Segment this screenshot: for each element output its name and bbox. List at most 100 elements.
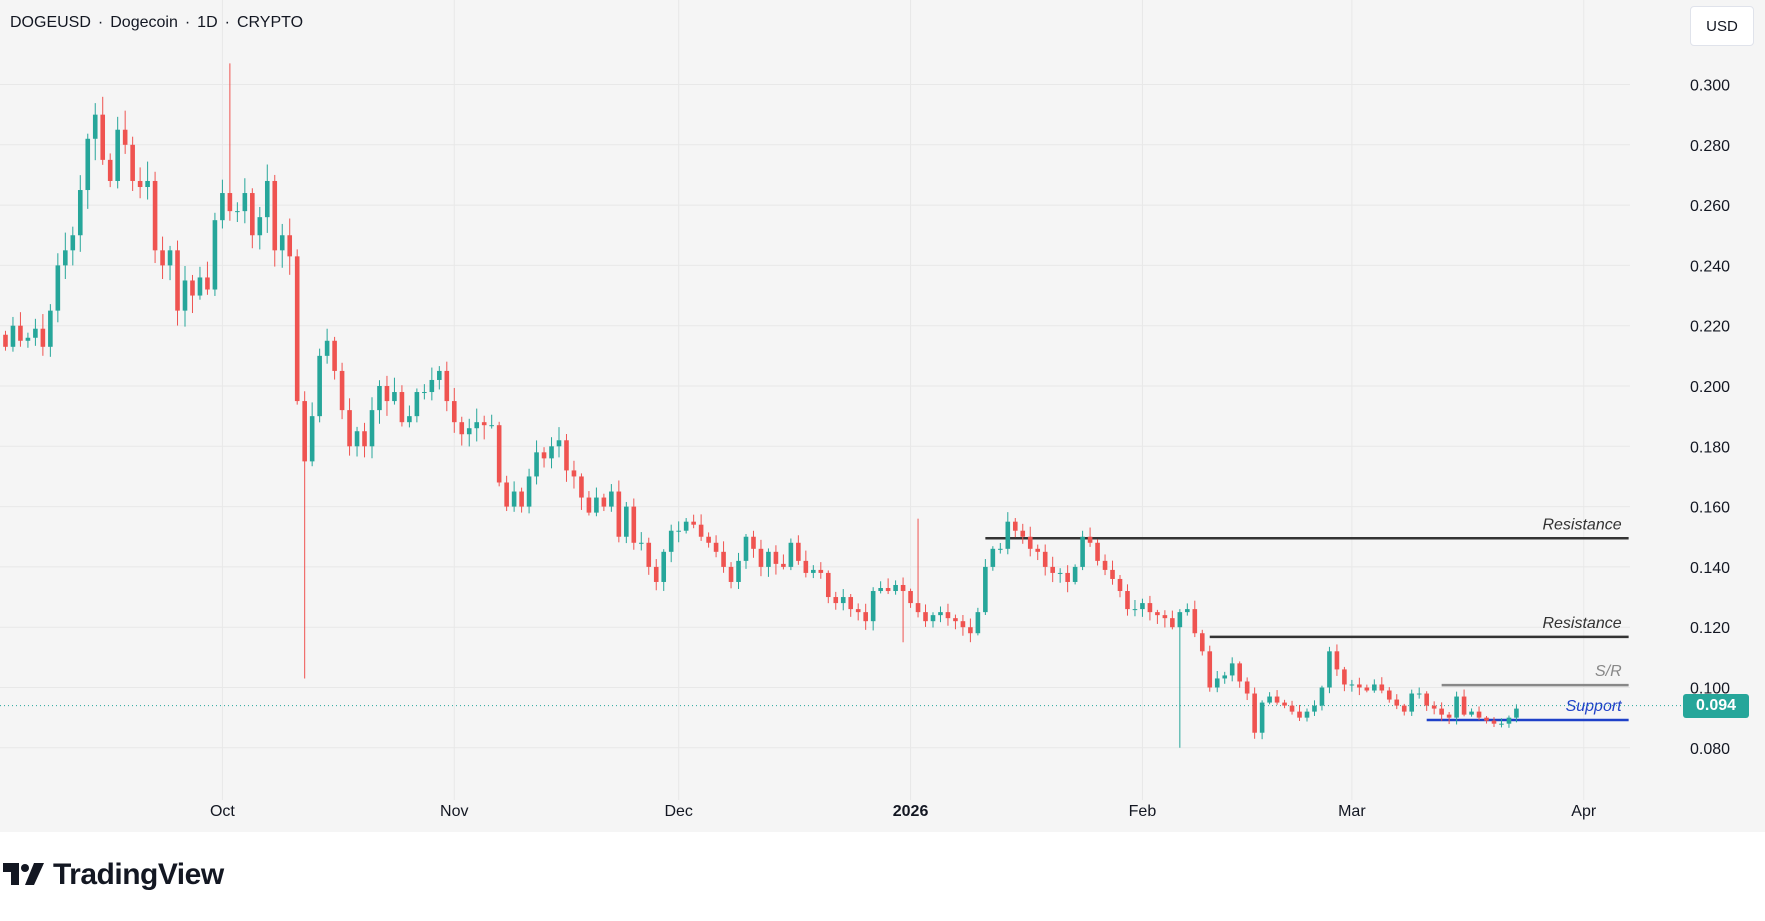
candle bbox=[145, 161, 150, 200]
candle-body bbox=[1027, 536, 1033, 549]
candle bbox=[1207, 645, 1213, 692]
candle bbox=[25, 332, 31, 348]
candle bbox=[227, 63, 233, 221]
candle bbox=[1222, 671, 1228, 684]
candle-body bbox=[1012, 521, 1018, 531]
candle bbox=[466, 418, 472, 447]
candle bbox=[1050, 556, 1055, 583]
candle bbox=[407, 405, 412, 428]
candle bbox=[272, 174, 278, 267]
x-tick-label: Nov bbox=[440, 803, 468, 820]
candle bbox=[197, 266, 203, 300]
candle-body bbox=[70, 235, 76, 251]
candle-body bbox=[10, 325, 16, 347]
tradingview-logo-icon bbox=[3, 863, 44, 885]
candle bbox=[1065, 565, 1070, 593]
candle-body bbox=[893, 584, 898, 592]
candle bbox=[1035, 544, 1041, 561]
candle bbox=[205, 261, 210, 295]
candle bbox=[1005, 512, 1011, 555]
candle bbox=[1454, 691, 1459, 725]
candle-body bbox=[235, 211, 240, 213]
candle-body bbox=[534, 452, 539, 477]
candle-body bbox=[1259, 702, 1265, 733]
candle-body bbox=[908, 591, 913, 604]
candle bbox=[683, 518, 689, 534]
candle-body bbox=[923, 612, 928, 622]
candle bbox=[354, 426, 360, 457]
candle bbox=[18, 312, 23, 347]
candle-body bbox=[1207, 651, 1213, 688]
candle-body bbox=[1386, 690, 1392, 700]
candle bbox=[968, 618, 973, 643]
candlestick-chart[interactable]: Resistance Resistance S/R Support 0.080 0.10… bbox=[0, 0, 1765, 832]
candle bbox=[1125, 584, 1130, 616]
candle bbox=[175, 240, 180, 326]
chart-area[interactable]: Resistance Resistance S/R Support 0.080 0.10… bbox=[0, 0, 1765, 832]
candle bbox=[399, 385, 405, 427]
candle-body bbox=[190, 280, 195, 296]
candle-body bbox=[227, 193, 233, 212]
candle-body bbox=[1185, 609, 1190, 613]
candle-body bbox=[145, 180, 150, 188]
separator: · bbox=[184, 14, 191, 31]
candle-body bbox=[205, 277, 210, 290]
candle bbox=[152, 171, 158, 264]
candle-body bbox=[668, 530, 674, 552]
candle-body bbox=[1476, 711, 1482, 718]
candle-body bbox=[182, 280, 188, 311]
currency-button[interactable]: USD bbox=[1690, 6, 1754, 46]
candle-body bbox=[638, 542, 644, 544]
candle-body bbox=[1282, 702, 1287, 706]
candle bbox=[908, 588, 913, 608]
candle-body bbox=[676, 530, 681, 532]
candle-body bbox=[369, 410, 375, 447]
candle bbox=[833, 591, 839, 610]
candle bbox=[77, 175, 83, 252]
candle-body bbox=[930, 615, 936, 622]
candle bbox=[1072, 564, 1078, 585]
candle bbox=[975, 607, 981, 636]
candle bbox=[541, 447, 547, 468]
candle-body bbox=[571, 470, 577, 477]
candle-body bbox=[900, 584, 906, 592]
level-label-resistance: Resistance bbox=[1542, 516, 1621, 533]
candle bbox=[33, 318, 38, 346]
candle-body bbox=[250, 193, 255, 236]
y-tick-label: 0.080 bbox=[1690, 741, 1730, 758]
candle-body bbox=[766, 551, 771, 567]
candle-body bbox=[1484, 717, 1489, 721]
candle bbox=[264, 164, 270, 233]
candle-body bbox=[130, 144, 135, 181]
candle-body bbox=[55, 265, 61, 311]
candle-body bbox=[339, 370, 345, 411]
candle-body bbox=[519, 491, 524, 507]
candle-body bbox=[1214, 678, 1220, 688]
candle-body bbox=[33, 328, 38, 338]
candle bbox=[848, 593, 854, 617]
candle-body bbox=[220, 193, 225, 221]
candle-body bbox=[25, 337, 31, 341]
candle bbox=[870, 587, 876, 631]
candle-body bbox=[1125, 591, 1130, 610]
candle bbox=[1304, 708, 1310, 722]
candle bbox=[324, 328, 330, 364]
candle-body bbox=[601, 497, 607, 507]
candle-body bbox=[863, 612, 868, 622]
candle bbox=[1506, 715, 1512, 728]
candle-body bbox=[616, 491, 622, 537]
candle-body bbox=[1297, 711, 1302, 718]
candle bbox=[713, 535, 719, 558]
candle-body bbox=[1424, 693, 1429, 706]
candle bbox=[63, 232, 68, 280]
brand-logo[interactable]: TradingView bbox=[3, 858, 224, 892]
x-tick-label: 2026 bbox=[893, 803, 929, 820]
candle bbox=[758, 539, 764, 577]
candle bbox=[1297, 704, 1302, 722]
candle-body bbox=[556, 440, 562, 447]
candle-body bbox=[983, 566, 988, 613]
candle bbox=[1177, 609, 1183, 748]
candle-body bbox=[1499, 723, 1504, 725]
symbol-title[interactable]: DOGEUSD · Dogecoin · 1D · CRYPTO bbox=[10, 14, 303, 32]
candle bbox=[92, 103, 98, 161]
